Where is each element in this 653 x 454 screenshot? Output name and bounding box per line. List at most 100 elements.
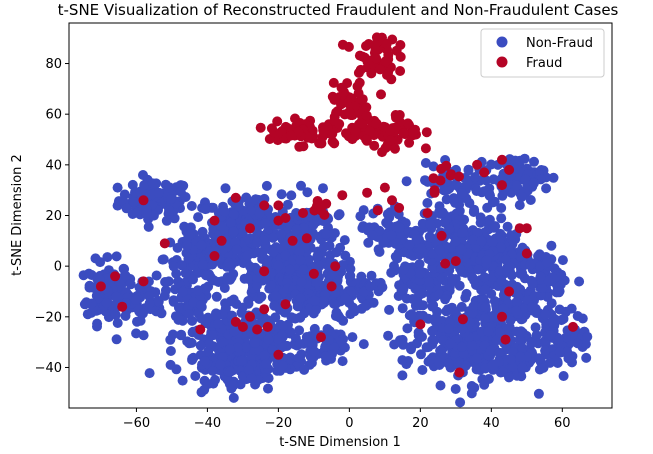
fraud-point — [337, 190, 348, 201]
y-tick-label: −20 — [35, 310, 62, 325]
non-fraud-point — [263, 334, 274, 345]
non-fraud-point — [511, 297, 522, 308]
non-fraud-point — [190, 371, 201, 381]
fraud-point — [568, 321, 578, 332]
non-fraud-point — [383, 330, 394, 341]
non-fraud-point — [296, 180, 306, 191]
non-fraud-point — [188, 297, 199, 308]
legend-label-fraud: Fraud — [526, 56, 562, 71]
fraud-point — [472, 159, 483, 170]
non-fraud-point — [447, 277, 457, 287]
non-fraud-point — [515, 351, 526, 362]
fraud-point — [421, 127, 432, 138]
non-fraud-point — [196, 313, 207, 324]
non-fraud-point — [547, 317, 558, 328]
non-fraud-point — [423, 313, 434, 324]
non-fraud-point — [363, 237, 374, 248]
non-fraud-point — [487, 237, 498, 248]
non-fraud-point — [242, 273, 253, 284]
non-fraud-point — [386, 267, 397, 278]
non-fraud-point — [525, 195, 536, 205]
non-fraud-point — [473, 264, 484, 275]
non-fraud-point — [204, 338, 215, 349]
non-fraud-point — [102, 252, 113, 263]
fraud-point — [216, 235, 227, 246]
fraud-point — [336, 99, 346, 110]
non-fraud-point — [457, 323, 468, 334]
fraud-point — [394, 202, 405, 213]
non-fraud-point — [224, 258, 235, 268]
non-fraud-point — [434, 201, 445, 212]
fraud-point — [287, 235, 298, 246]
non-fraud-point — [152, 295, 163, 306]
fraud-point — [298, 141, 309, 152]
fraud-point — [504, 286, 515, 297]
non-fraud-point — [286, 312, 297, 323]
non-fraud-point — [259, 350, 270, 361]
non-fraud-point — [566, 303, 577, 314]
fraud-point — [497, 180, 507, 191]
non-fraud-point — [277, 321, 288, 332]
non-fraud-point — [182, 240, 192, 251]
non-fraud-point — [331, 307, 342, 318]
fraud-point — [479, 167, 490, 178]
non-fraud-point — [268, 247, 279, 257]
non-fraud-point — [398, 283, 409, 294]
non-fraud-point — [144, 291, 155, 302]
non-fraud-point — [358, 339, 369, 350]
non-fraud-point — [450, 236, 461, 247]
fraud-point — [436, 230, 447, 241]
non-fraud-point — [543, 275, 554, 286]
non-fraud-point — [502, 266, 513, 277]
non-fraud-point — [554, 334, 564, 345]
non-fraud-point — [373, 244, 384, 255]
non-fraud-point — [144, 298, 155, 309]
non-fraud-point — [398, 264, 409, 275]
non-fraud-point — [498, 303, 509, 314]
non-fraud-point — [500, 254, 511, 265]
non-fraud-point — [355, 211, 366, 222]
non-fraud-point — [471, 186, 482, 196]
non-fraud-point — [548, 172, 559, 183]
non-fraud-point — [386, 230, 397, 241]
non-fraud-point — [243, 296, 254, 306]
non-fraud-point — [120, 271, 131, 281]
non-fraud-point — [160, 277, 171, 287]
non-fraud-point — [245, 205, 256, 216]
non-fraud-point — [480, 175, 491, 186]
non-fraud-point — [340, 293, 351, 304]
fraud-point — [357, 94, 368, 105]
non-fraud-point — [367, 230, 378, 241]
fraud-point — [445, 170, 456, 181]
fraud-point — [273, 349, 284, 360]
fraud-point — [386, 74, 397, 85]
fraud-point — [387, 195, 397, 206]
non-fraud-point — [185, 229, 196, 240]
non-fraud-point — [420, 175, 430, 186]
non-fraud-point — [263, 383, 273, 394]
x-tick-label: −20 — [265, 416, 292, 431]
non-fraud-point — [323, 261, 334, 272]
non-fraud-point — [207, 365, 218, 376]
fraud-point — [272, 116, 283, 127]
non-fraud-point — [157, 254, 168, 265]
non-fraud-point — [270, 290, 281, 301]
non-fraud-point — [311, 304, 321, 315]
fraud-point — [370, 44, 381, 55]
non-fraud-point — [333, 210, 344, 221]
non-fraud-point — [219, 283, 230, 293]
non-fraud-point — [554, 347, 565, 358]
non-fraud-point — [193, 212, 204, 223]
non-fraud-point — [225, 274, 236, 285]
non-fraud-point — [582, 331, 593, 342]
non-fraud-point — [535, 271, 546, 282]
non-fraud-point — [514, 334, 525, 345]
non-fraud-point — [168, 295, 179, 306]
non-fraud-point — [425, 219, 436, 230]
fraud-point — [245, 223, 255, 234]
non-fraud-point — [284, 264, 295, 275]
non-fraud-point — [294, 325, 305, 336]
non-fraud-point — [187, 353, 198, 364]
non-fraud-point — [215, 359, 226, 370]
non-fraud-point — [276, 229, 287, 240]
